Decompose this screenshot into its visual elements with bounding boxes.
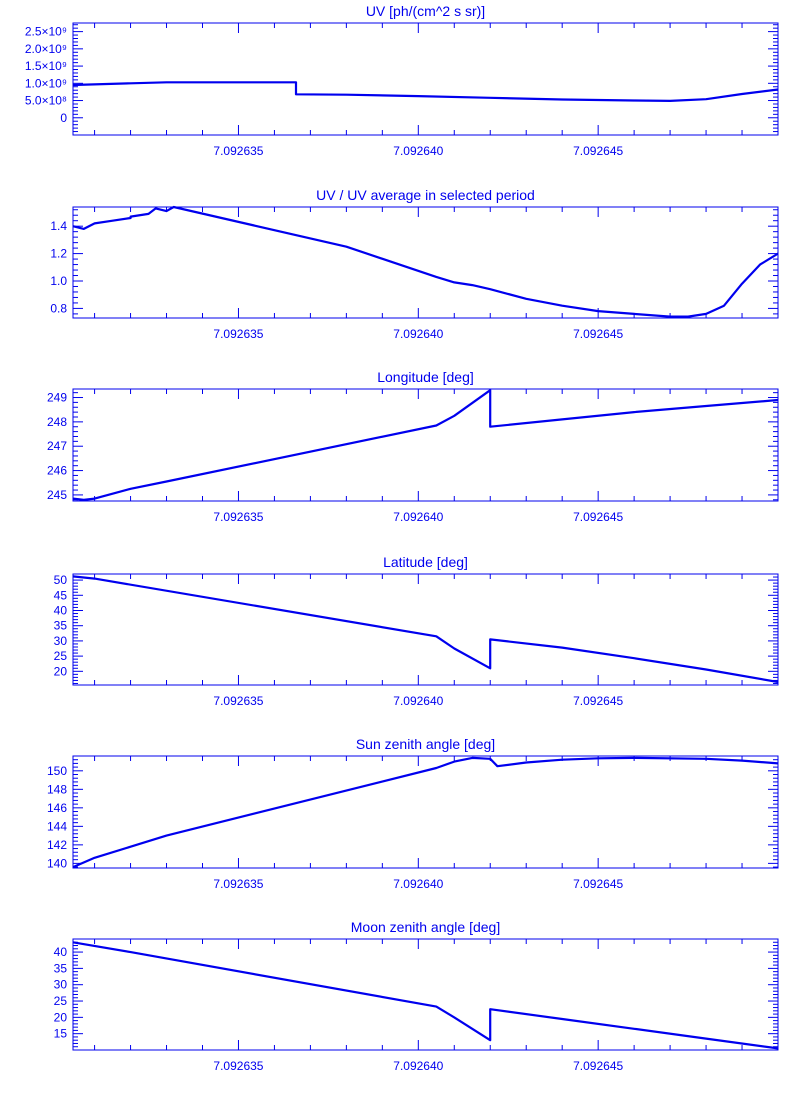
y-tick-label: 25 <box>54 994 68 1008</box>
y-tick-label: 2.5×10⁹ <box>25 25 67 39</box>
y-tick-label: 15 <box>54 1027 68 1041</box>
panel-3: Longitude [deg] 7.092635 7.092640 7.092645 2… <box>47 369 779 524</box>
panel-2: UV / UV average in selected period 7.0926… <box>50 187 779 341</box>
plot-frame <box>72 388 779 502</box>
panel-title: Sun zenith angle [deg] <box>356 736 495 752</box>
y-tick-label: 146 <box>47 801 67 815</box>
y-tick-label: 30 <box>54 978 68 992</box>
y-tick-label: 35 <box>54 961 68 975</box>
series-line <box>72 81 779 103</box>
y-tick-label: 245 <box>47 488 67 502</box>
y-tick-label: 25 <box>54 649 68 663</box>
x-tick-label: 7.092645 <box>573 144 623 158</box>
x-tick-label: 7.092645 <box>573 327 623 341</box>
panel-1: UV [ph/(cm^2 s sr)] 7.092635 7.092640 7.092… <box>25 3 779 158</box>
y-tick-label: 35 <box>54 619 68 633</box>
y-tick-label: 50 <box>54 573 68 587</box>
y-tick-label: 5.0×10⁸ <box>25 94 67 108</box>
series-line <box>72 941 779 1050</box>
y-tick-label: 140 <box>47 856 67 870</box>
y-tick-label: 30 <box>54 634 68 648</box>
y-tick-label: 249 <box>47 391 67 405</box>
y-tick-label: 246 <box>47 464 67 478</box>
y-tick-label: 1.0×10⁹ <box>25 76 67 90</box>
y-tick-label: 148 <box>47 782 67 796</box>
x-tick-label: 7.092635 <box>213 1059 263 1073</box>
series-line <box>72 575 779 684</box>
series-line <box>72 389 779 501</box>
plot-frame <box>72 755 779 869</box>
panel-5: Sun zenith angle [deg] 7.092635 7.092640 7.… <box>47 736 779 891</box>
series-line <box>72 205 779 318</box>
y-tick-label: 1.4 <box>50 219 67 233</box>
plot-frame <box>72 206 779 319</box>
plot-frame <box>72 22 779 136</box>
panel-title: Moon zenith angle [deg] <box>351 919 500 935</box>
x-tick-label: 7.092640 <box>393 144 443 158</box>
y-tick-label: 20 <box>54 664 68 678</box>
x-tick-label: 7.092635 <box>213 144 263 158</box>
y-tick-label: 142 <box>47 838 67 852</box>
x-tick-label: 7.092640 <box>393 327 443 341</box>
y-tick-label: 1.0 <box>50 274 67 288</box>
y-tick-label: 1.2 <box>50 247 67 261</box>
x-tick-label: 7.092645 <box>573 877 623 891</box>
x-tick-label: 7.092640 <box>393 877 443 891</box>
y-tick-label: 40 <box>54 945 68 959</box>
x-tick-label: 7.092640 <box>393 1059 443 1073</box>
y-tick-label: 1.5×10⁹ <box>25 59 67 73</box>
y-tick-label: 0 <box>60 111 67 125</box>
x-tick-label: 7.092645 <box>573 694 623 708</box>
series-line <box>72 756 779 869</box>
panel-title: UV [ph/(cm^2 s sr)] <box>366 3 485 19</box>
y-tick-label: 144 <box>47 819 67 833</box>
y-tick-label: 150 <box>47 764 67 778</box>
x-tick-label: 7.092635 <box>213 877 263 891</box>
y-tick-label: 45 <box>54 588 68 602</box>
y-tick-label: 20 <box>54 1010 68 1024</box>
y-tick-label: 0.8 <box>50 301 67 315</box>
plot-frame <box>72 573 779 686</box>
y-tick-label: 40 <box>54 603 68 617</box>
x-tick-label: 7.092635 <box>213 510 263 524</box>
x-tick-label: 7.092645 <box>573 510 623 524</box>
y-tick-label: 248 <box>47 415 67 429</box>
x-tick-label: 7.092640 <box>393 510 443 524</box>
x-tick-label: 7.092635 <box>213 327 263 341</box>
x-tick-label: 7.092645 <box>573 1059 623 1073</box>
panel-title: Latitude [deg] <box>383 554 468 570</box>
panel-4: Latitude [deg] 7.092635 7.092640 7.092645 20… <box>54 554 779 708</box>
panel-title: UV / UV average in selected period <box>316 187 535 203</box>
panel-6: Moon zenith angle [deg] 7.092635 7.092640 7… <box>54 919 779 1073</box>
panel-title: Longitude [deg] <box>377 369 474 385</box>
x-tick-label: 7.092640 <box>393 694 443 708</box>
y-tick-label: 2.0×10⁹ <box>25 42 67 56</box>
x-tick-label: 7.092635 <box>213 694 263 708</box>
y-tick-label: 247 <box>47 439 67 453</box>
